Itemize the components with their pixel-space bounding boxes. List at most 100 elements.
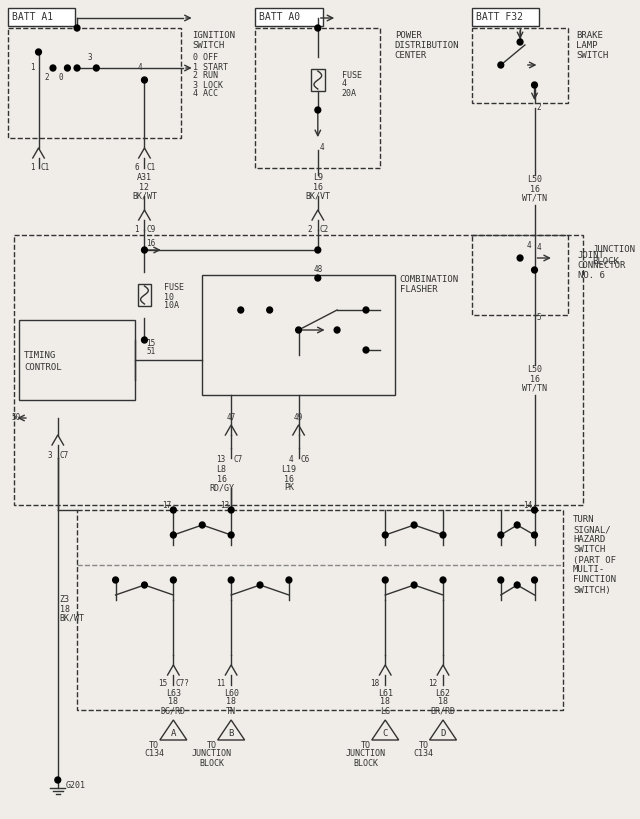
Text: 16: 16 bbox=[216, 474, 227, 483]
Circle shape bbox=[257, 582, 263, 588]
Text: 1: 1 bbox=[30, 64, 35, 73]
Text: RD/GY: RD/GY bbox=[209, 483, 234, 492]
Text: C134: C134 bbox=[413, 749, 434, 758]
Text: D: D bbox=[440, 730, 445, 739]
Bar bbox=[15, 235, 582, 505]
Text: POWER: POWER bbox=[395, 30, 422, 39]
Circle shape bbox=[382, 532, 388, 538]
Text: FUSE: FUSE bbox=[164, 283, 184, 292]
Text: A: A bbox=[171, 730, 176, 739]
Text: PK: PK bbox=[284, 483, 294, 492]
Text: C7: C7 bbox=[60, 450, 69, 459]
Text: WT/TN: WT/TN bbox=[522, 383, 547, 392]
Circle shape bbox=[315, 275, 321, 281]
Text: C7: C7 bbox=[233, 455, 243, 464]
Text: 3 LOCK: 3 LOCK bbox=[193, 80, 223, 89]
Text: B: B bbox=[228, 730, 234, 739]
Text: BR/RD: BR/RD bbox=[431, 707, 456, 716]
Circle shape bbox=[498, 62, 504, 68]
Circle shape bbox=[267, 307, 273, 313]
Text: 18: 18 bbox=[60, 604, 70, 613]
Text: 11: 11 bbox=[216, 678, 225, 687]
Text: JUNCTION: JUNCTION bbox=[192, 749, 232, 758]
Circle shape bbox=[315, 107, 321, 113]
Text: 5: 5 bbox=[536, 314, 541, 323]
Text: 12: 12 bbox=[140, 183, 150, 192]
Text: SWITCH): SWITCH) bbox=[573, 586, 611, 595]
Text: 6: 6 bbox=[134, 164, 139, 173]
Circle shape bbox=[498, 577, 504, 583]
Circle shape bbox=[296, 327, 301, 333]
Text: 1: 1 bbox=[134, 225, 139, 234]
Bar bbox=[138, 284, 151, 306]
Circle shape bbox=[515, 522, 520, 528]
Circle shape bbox=[65, 65, 70, 71]
Bar bbox=[202, 275, 395, 395]
Text: DISTRIBUTION: DISTRIBUTION bbox=[395, 40, 460, 49]
Text: 47: 47 bbox=[227, 414, 236, 423]
Text: FUSE: FUSE bbox=[342, 70, 362, 79]
Text: 18: 18 bbox=[168, 698, 179, 707]
Circle shape bbox=[517, 39, 523, 45]
Text: A31: A31 bbox=[137, 174, 152, 183]
Text: L19: L19 bbox=[282, 465, 296, 474]
Text: TURN: TURN bbox=[573, 515, 595, 524]
Text: C: C bbox=[383, 730, 388, 739]
Text: 15: 15 bbox=[147, 338, 156, 347]
Circle shape bbox=[498, 532, 504, 538]
Circle shape bbox=[315, 25, 321, 31]
Text: NO. 6: NO. 6 bbox=[578, 270, 605, 279]
Circle shape bbox=[315, 247, 321, 253]
Circle shape bbox=[440, 577, 446, 583]
Circle shape bbox=[532, 532, 538, 538]
Text: C2: C2 bbox=[320, 225, 329, 234]
Bar bbox=[255, 28, 380, 168]
Text: (PART OF: (PART OF bbox=[573, 555, 616, 564]
Text: 16: 16 bbox=[529, 374, 540, 383]
Text: IGNITION: IGNITION bbox=[193, 30, 236, 39]
Text: 4: 4 bbox=[527, 241, 532, 250]
Text: BATT F32: BATT F32 bbox=[476, 12, 523, 22]
Circle shape bbox=[382, 577, 388, 583]
Text: MULTI-: MULTI- bbox=[573, 565, 605, 574]
Text: WT/TN: WT/TN bbox=[522, 193, 547, 202]
Text: LG: LG bbox=[380, 707, 390, 716]
Circle shape bbox=[141, 247, 147, 253]
Text: C6: C6 bbox=[301, 455, 310, 464]
Bar bbox=[255, 8, 323, 26]
Circle shape bbox=[532, 577, 538, 583]
Text: TO: TO bbox=[207, 740, 217, 749]
Text: 16: 16 bbox=[284, 474, 294, 483]
Text: TO: TO bbox=[419, 740, 429, 749]
Text: TIMING: TIMING bbox=[24, 351, 56, 360]
Circle shape bbox=[50, 65, 56, 71]
Circle shape bbox=[74, 65, 80, 71]
Text: 0 OFF: 0 OFF bbox=[193, 53, 218, 62]
Text: CONNECTOR: CONNECTOR bbox=[578, 260, 626, 269]
Text: HAZARD: HAZARD bbox=[573, 536, 605, 545]
Text: 2: 2 bbox=[536, 103, 541, 112]
Bar bbox=[19, 320, 135, 400]
Text: L62: L62 bbox=[435, 689, 451, 698]
Text: BRAKE: BRAKE bbox=[576, 30, 603, 39]
Text: BLOCK: BLOCK bbox=[200, 758, 225, 767]
Text: BLOCK: BLOCK bbox=[353, 758, 378, 767]
Text: C7?: C7? bbox=[175, 678, 189, 687]
Text: 10A: 10A bbox=[164, 301, 179, 310]
Circle shape bbox=[141, 337, 147, 343]
Circle shape bbox=[238, 307, 244, 313]
Text: SWITCH: SWITCH bbox=[193, 40, 225, 49]
Text: L9: L9 bbox=[313, 174, 323, 183]
Text: 18: 18 bbox=[380, 698, 390, 707]
Text: TO: TO bbox=[149, 740, 159, 749]
Circle shape bbox=[412, 582, 417, 588]
Circle shape bbox=[515, 582, 520, 588]
Text: 4 ACC: 4 ACC bbox=[193, 89, 218, 98]
Circle shape bbox=[113, 577, 118, 583]
Text: 2 RUN: 2 RUN bbox=[193, 71, 218, 80]
Text: 12: 12 bbox=[428, 678, 437, 687]
Bar bbox=[472, 235, 568, 315]
Text: C9: C9 bbox=[147, 225, 156, 234]
Circle shape bbox=[170, 577, 176, 583]
Text: JOINT: JOINT bbox=[578, 251, 605, 260]
